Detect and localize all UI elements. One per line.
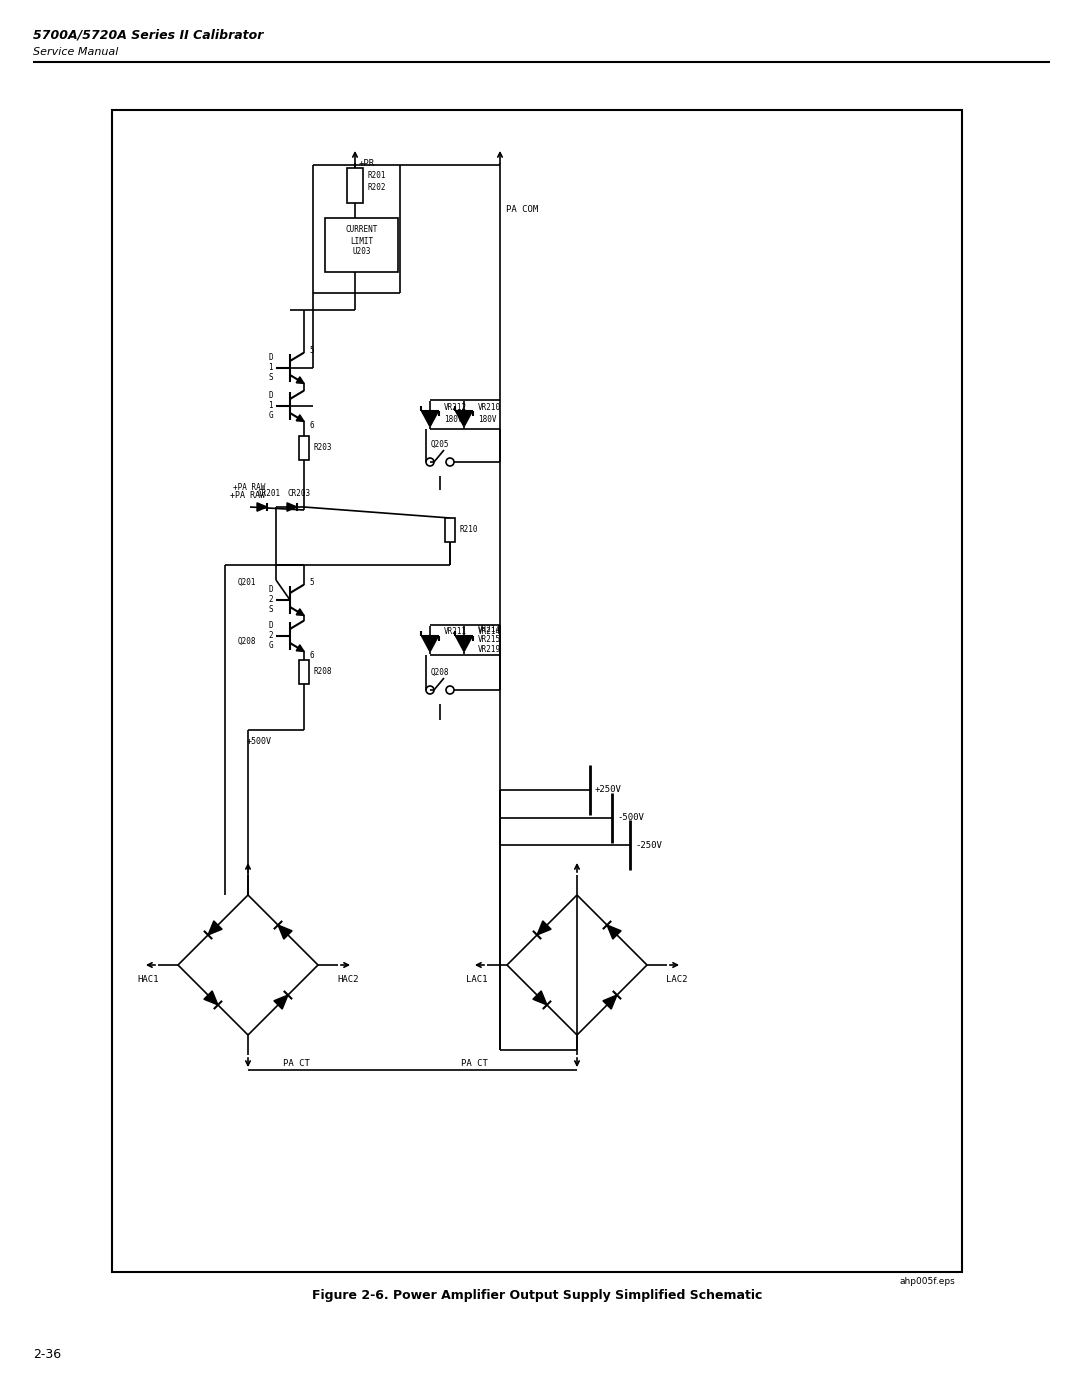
- Polygon shape: [532, 990, 546, 1004]
- Text: Q201: Q201: [238, 577, 256, 587]
- Text: 5: 5: [309, 346, 313, 355]
- Text: U203: U203: [352, 247, 370, 257]
- Text: LAC1: LAC1: [467, 975, 488, 985]
- Text: VR211: VR211: [444, 627, 468, 637]
- Polygon shape: [296, 415, 303, 422]
- Text: 6: 6: [309, 651, 313, 659]
- Text: R202: R202: [367, 183, 386, 193]
- Text: -250V: -250V: [635, 841, 662, 849]
- Polygon shape: [422, 637, 438, 652]
- Text: Service Manual: Service Manual: [33, 47, 119, 57]
- Text: G: G: [268, 641, 273, 651]
- Text: 2: 2: [268, 631, 273, 640]
- Text: 180V: 180V: [444, 415, 462, 423]
- Text: G: G: [268, 412, 273, 420]
- Polygon shape: [422, 412, 438, 426]
- Text: 6: 6: [309, 420, 313, 430]
- Text: PA CT: PA CT: [461, 1059, 488, 1067]
- Text: CURRENT: CURRENT: [346, 225, 378, 235]
- Text: R208: R208: [313, 668, 332, 676]
- Text: ahp005f.eps: ahp005f.eps: [900, 1277, 955, 1287]
- Text: S: S: [268, 605, 273, 615]
- Text: +250V: +250V: [595, 785, 622, 795]
- Bar: [445, 518, 455, 542]
- Text: Q208: Q208: [431, 668, 449, 676]
- Text: S: S: [268, 373, 273, 383]
- Text: VR214: VR214: [478, 626, 501, 634]
- Text: 5: 5: [309, 578, 313, 587]
- Text: 2-36: 2-36: [33, 1348, 62, 1362]
- Text: CR201: CR201: [257, 489, 280, 497]
- Text: +500V: +500V: [247, 738, 272, 746]
- Text: 1: 1: [268, 363, 273, 373]
- Bar: [325, 218, 399, 272]
- Polygon shape: [278, 925, 292, 939]
- Text: +PA RAW: +PA RAW: [230, 490, 266, 500]
- Polygon shape: [287, 503, 297, 511]
- Text: 5700A/5720A Series II Calibrator: 5700A/5720A Series II Calibrator: [33, 28, 264, 42]
- Text: 2: 2: [268, 595, 273, 605]
- Text: VR219: VR219: [478, 645, 501, 655]
- Polygon shape: [603, 995, 617, 1009]
- Text: -500V: -500V: [617, 813, 644, 823]
- Text: LAC2: LAC2: [666, 975, 688, 985]
- Text: CR203: CR203: [287, 489, 310, 497]
- Polygon shape: [296, 377, 303, 383]
- Text: HAC1: HAC1: [137, 975, 159, 985]
- Text: 1: 1: [268, 401, 273, 411]
- Text: R210: R210: [459, 525, 477, 535]
- Polygon shape: [296, 609, 303, 616]
- Polygon shape: [537, 921, 551, 935]
- Polygon shape: [456, 637, 472, 652]
- Text: D: D: [268, 391, 273, 401]
- Text: PA CT: PA CT: [283, 1059, 310, 1067]
- Text: 180V: 180V: [478, 415, 497, 423]
- Text: D: D: [268, 353, 273, 362]
- Text: VR210: VR210: [478, 402, 501, 412]
- Text: Q208: Q208: [238, 637, 256, 645]
- Text: D: D: [268, 622, 273, 630]
- Polygon shape: [296, 645, 303, 651]
- Text: VR214: VR214: [478, 627, 501, 637]
- Text: +PR: +PR: [359, 158, 375, 168]
- Bar: [112, 110, 962, 1273]
- Text: R203: R203: [313, 443, 332, 453]
- Polygon shape: [204, 990, 218, 1004]
- Polygon shape: [208, 921, 222, 935]
- Text: Q205: Q205: [431, 440, 449, 448]
- Text: Figure 2-6. Power Amplifier Output Supply Simplified Schematic: Figure 2-6. Power Amplifier Output Suppl…: [312, 1289, 762, 1302]
- Text: VR212: VR212: [444, 402, 468, 412]
- Bar: [299, 436, 309, 460]
- Polygon shape: [257, 503, 267, 511]
- Text: HAC2: HAC2: [337, 975, 359, 985]
- Text: +PA RAW: +PA RAW: [232, 483, 265, 493]
- Text: LIMIT: LIMIT: [350, 236, 373, 246]
- Polygon shape: [607, 925, 621, 939]
- Polygon shape: [274, 995, 288, 1009]
- Text: R201: R201: [367, 172, 386, 180]
- Bar: [299, 659, 309, 685]
- Text: VR215: VR215: [478, 636, 501, 644]
- Bar: [347, 168, 363, 203]
- Polygon shape: [456, 412, 472, 426]
- Text: D: D: [268, 585, 273, 595]
- Text: PA COM: PA COM: [507, 205, 538, 215]
